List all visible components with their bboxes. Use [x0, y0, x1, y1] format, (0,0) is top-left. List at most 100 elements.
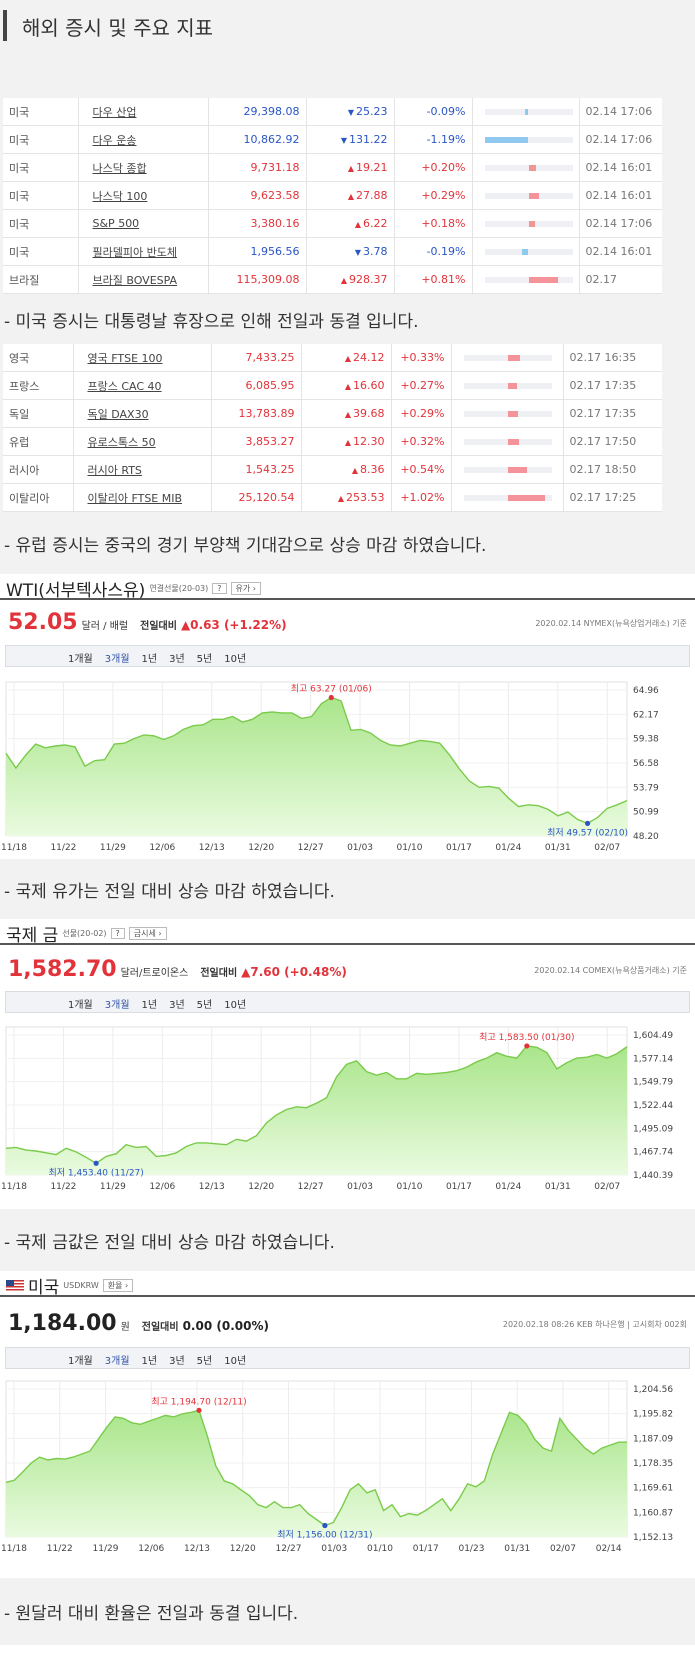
x-tick-label: 01/24 — [495, 1182, 521, 1192]
category-button[interactable]: 유가 › — [230, 582, 261, 595]
category-button[interactable]: 환율 › — [102, 1279, 134, 1292]
country-cell: 이탈리아 — [3, 483, 74, 512]
chart-title-row: 미국 USDKRW 환율 › — [6, 1273, 134, 1298]
tab-period[interactable]: 10년 — [224, 1000, 247, 1011]
index-name-link[interactable]: S&P 500 — [78, 209, 209, 238]
tab-period[interactable]: 3년 — [169, 1356, 185, 1367]
tab-period[interactable]: 3년 — [169, 654, 185, 665]
header-accent-bar — [3, 10, 7, 41]
change-bar-fill — [528, 164, 536, 171]
x-tick-label: 01/31 — [545, 1182, 571, 1192]
index-name-link[interactable]: 다우 산업 — [78, 98, 209, 126]
update-time: 02.17 17:35 — [563, 371, 662, 400]
table-row: 미국 나스닥 종합 9,731.18 ▲ 19.21 +0.20% 02.14 16:01 — [3, 153, 662, 182]
note-fx: - 원달러 대비 환율은 전일과 동결 입니다. — [4, 1604, 299, 1624]
x-tick-label: 11/22 — [47, 1544, 73, 1554]
index-name-link[interactable]: 러시아 RTS — [73, 455, 212, 484]
y-tick-label: 50.99 — [633, 808, 659, 818]
index-name-link[interactable]: 필라델피아 반도체 — [78, 237, 209, 266]
update-time: 02.14 17:06 — [579, 98, 662, 126]
index-name-link[interactable]: 이탈리아 FTSE MIB — [73, 483, 212, 512]
index-change: ▲ 27.88 — [306, 181, 395, 210]
update-time: 02.17 17:50 — [563, 427, 662, 456]
tab-period[interactable]: 5년 — [196, 1356, 213, 1367]
tab-period[interactable]: 1개월 — [68, 1000, 93, 1011]
up-triangle-icon: ▲ — [351, 466, 358, 475]
chart-title: 미국 — [28, 1278, 60, 1298]
tab-period[interactable]: 3개월 — [104, 654, 130, 665]
tab-period[interactable]: 10년 — [224, 654, 247, 665]
index-change: ▲ 19.21 — [306, 153, 395, 182]
index-value: 6,085.95 — [211, 371, 302, 400]
x-tick-label: 12/27 — [276, 1544, 302, 1554]
change-bar-fill — [528, 192, 540, 199]
x-tick-label: 02/07 — [594, 843, 620, 853]
tab-period[interactable]: 1년 — [141, 1000, 158, 1011]
change-percent: +1.02% — [391, 483, 452, 512]
price-headline: 52.05 달러 / 배럴 전일대비 ▲0.63 (+1.22%) — [8, 610, 287, 635]
y-tick-label: 1,152.13 — [633, 1533, 673, 1543]
change-percent: +0.32% — [391, 427, 452, 456]
tab-period[interactable]: 3개월 — [104, 1356, 130, 1367]
change-bar — [484, 136, 573, 143]
tab-period[interactable]: 5년 — [196, 1000, 213, 1011]
up-triangle-icon: ▲ — [344, 382, 351, 391]
index-name-link[interactable]: 영국 FTSE 100 — [73, 344, 212, 372]
change-bar-fill — [507, 354, 520, 361]
country-cell: 러시아 — [3, 455, 74, 484]
change-percent: +0.20% — [394, 153, 473, 182]
high-point — [524, 1043, 530, 1049]
period-tabs: 1개월 3개월 1년 3년 5년 10년 — [5, 645, 690, 667]
change-value: 928.37 — [349, 273, 388, 286]
table-row: 프랑스 프랑스 CAC 40 6,085.95 ▲ 16.60 +0.27% 02.17 1… — [3, 371, 662, 400]
chart-subtitle: 연결선물(20-03) — [149, 584, 209, 593]
update-time: 02.14 16:01 — [579, 153, 662, 182]
update-time: 02.17 18:50 — [563, 455, 662, 484]
y-tick-label: 64.96 — [633, 686, 659, 696]
index-value: 29,398.08 — [208, 98, 307, 126]
tab-period[interactable]: 1년 — [141, 654, 158, 665]
tab-period[interactable]: 1년 — [141, 1356, 158, 1367]
x-tick-label: 11/18 — [1, 1182, 27, 1192]
y-tick-label: 62.17 — [633, 710, 659, 720]
plot-frame — [5, 1026, 628, 1176]
index-name-link[interactable]: 나스닥 100 — [78, 181, 209, 210]
y-tick-label: 1,169.61 — [633, 1484, 673, 1494]
x-tick-label: 11/18 — [1, 1544, 27, 1554]
help-button[interactable]: ? — [212, 583, 227, 594]
chart-title: 국제 금 — [6, 926, 59, 946]
low-label: 최저 49.57 (02/10) — [547, 827, 628, 838]
x-tick-label: 01/10 — [397, 843, 423, 853]
tab-period[interactable]: 3년 — [169, 1000, 185, 1011]
low-point — [322, 1522, 328, 1529]
x-tick-label: 12/20 — [248, 1182, 274, 1192]
chart-title-row: WTI(서부텍사스유) 연결선물(20-03)? 유가 › — [6, 576, 261, 601]
note-gold: - 국제 금값은 전일 대비 상승 마감 하였습니다. — [4, 1232, 335, 1253]
change-label: 전일대비 — [200, 968, 238, 979]
table-row: 이탈리아 이탈리아 FTSE MIB 25,120.54 ▲ 253.53 +1.02% 0… — [3, 483, 662, 512]
change-percent: +0.81% — [394, 265, 473, 294]
tab-period[interactable]: 1개월 — [68, 1356, 93, 1367]
x-tick-label: 01/31 — [545, 843, 571, 853]
country-cell: 미국 — [3, 125, 79, 154]
x-tick-label: 01/03 — [321, 1544, 347, 1554]
x-tick-label: 12/27 — [298, 1182, 324, 1192]
index-name-link[interactable]: 프랑스 CAC 40 — [73, 371, 212, 400]
index-name-link[interactable]: 독일 DAX30 — [73, 399, 212, 428]
index-name-link[interactable]: 나스닥 종합 — [78, 153, 209, 182]
x-tick-label: 12/13 — [199, 1182, 225, 1192]
y-tick-label: 59.38 — [633, 735, 659, 745]
category-button[interactable]: 금시세 › — [128, 927, 167, 940]
tab-period[interactable]: 3개월 — [104, 1000, 130, 1011]
change-bar — [463, 410, 552, 417]
change-value: 253.53 — [346, 491, 385, 504]
index-name-link[interactable]: 다우 운송 — [78, 125, 209, 154]
tab-period[interactable]: 1개월 — [68, 654, 93, 665]
index-name-link[interactable]: 브라질 BOVESPA — [78, 265, 209, 294]
low-point — [93, 1160, 99, 1166]
index-name-link[interactable]: 유로스톡스 50 — [73, 427, 212, 456]
x-tick-label: 12/06 — [149, 843, 175, 853]
tab-period[interactable]: 10년 — [224, 1356, 247, 1367]
tab-period[interactable]: 5년 — [196, 654, 213, 665]
help-button[interactable]: ? — [110, 928, 125, 939]
